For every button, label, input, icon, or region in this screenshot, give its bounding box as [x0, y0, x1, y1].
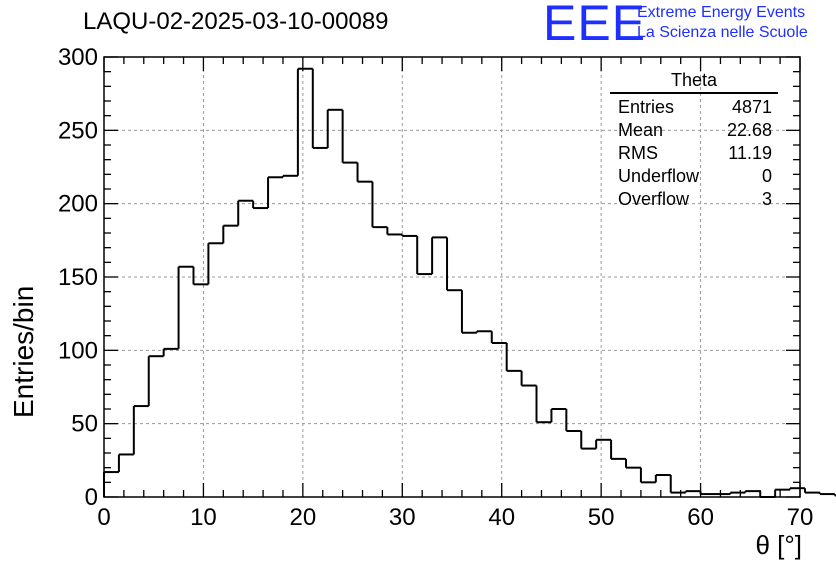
y-tick-label: 250 — [58, 117, 98, 144]
logo-line-1: Extreme Energy Events — [637, 4, 806, 21]
x-tick-label: 50 — [588, 504, 615, 531]
stats-box: Theta Entries 4871 Mean 22.68 RMS 11.19 … — [610, 70, 778, 211]
x-tick-label: 30 — [389, 504, 416, 531]
stats-row-entries: Entries 4871 — [610, 96, 778, 119]
y-tick-label: 200 — [58, 191, 98, 218]
stats-value: 22.68 — [726, 120, 772, 140]
logo-line-2: La Scienza nelle Scuole — [637, 24, 808, 41]
y-tick-label: 100 — [58, 337, 98, 364]
stats-row-underflow: Underflow 0 — [610, 165, 778, 188]
stats-value: 3 — [761, 189, 772, 209]
stats-label: RMS — [618, 143, 658, 163]
x-tick-label: 70 — [787, 504, 814, 531]
stats-title: Theta — [610, 70, 778, 94]
grid-lines — [104, 57, 800, 497]
x-axis-label: θ [°] — [755, 530, 802, 560]
stats-value: 11.19 — [728, 143, 772, 163]
y-tick-label: 150 — [58, 264, 98, 291]
stats-label: Mean — [618, 120, 664, 140]
stats-row-mean: Mean 22.68 — [610, 119, 778, 142]
x-tick-label: 0 — [97, 504, 110, 531]
eee-logo: EEE — [543, 0, 647, 51]
stats-row-rms: RMS 11.19 — [610, 142, 778, 165]
stats-label: Overflow — [618, 189, 690, 209]
x-tick-label: 40 — [488, 504, 515, 531]
x-tick-label: 60 — [687, 504, 714, 531]
stats-label: Entries — [618, 97, 675, 117]
x-tick-label: 10 — [190, 504, 217, 531]
stats-label: Underflow — [618, 166, 700, 186]
y-tick-label: 50 — [71, 411, 98, 438]
x-tick-label: 20 — [290, 504, 317, 531]
y-tick-label: 300 — [58, 44, 98, 71]
stats-value: 0 — [761, 166, 772, 186]
y-axis-label: Entries/bin — [8, 285, 39, 418]
stats-value: 4871 — [731, 97, 772, 117]
stats-row-overflow: Overflow 3 — [610, 188, 778, 211]
plot-frame — [103, 56, 801, 498]
y-tick-label: 0 — [85, 484, 98, 511]
chart-title: LAQU-02-2025-03-10-00089 — [83, 8, 389, 35]
